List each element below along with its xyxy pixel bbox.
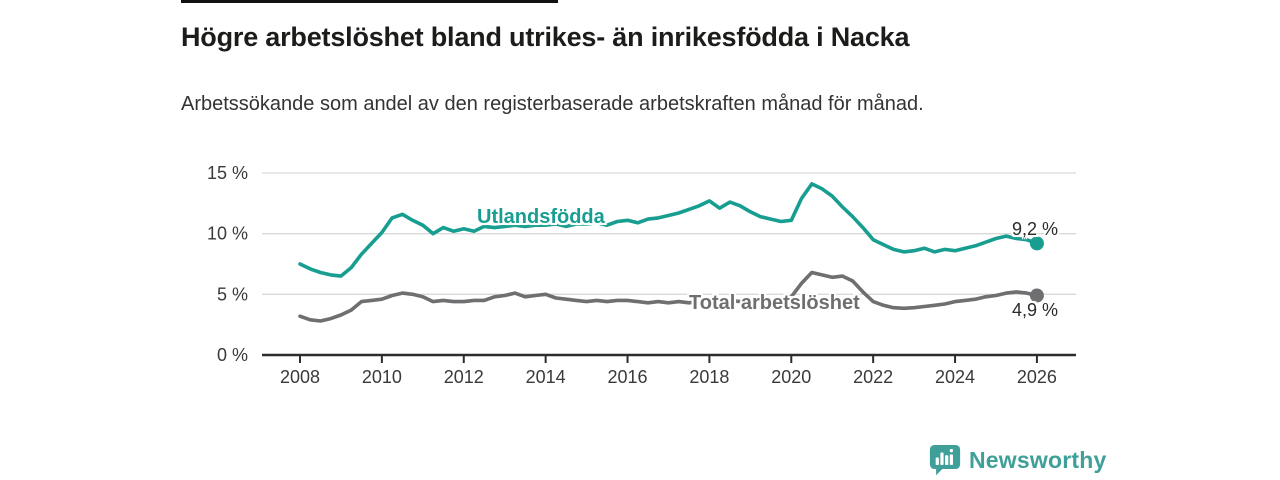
- x-tick-label: 2012: [444, 367, 484, 387]
- value-label-utlandsfodda: 9,2 %: [1012, 219, 1059, 239]
- x-tick-label: 2026: [1017, 367, 1057, 387]
- series-line: [298, 182, 1039, 278]
- newsworthy-wordmark[interactable]: Newsworthy: [969, 447, 1107, 473]
- x-tick-label: 2008: [280, 367, 320, 387]
- x-tick-label: 2022: [853, 367, 893, 387]
- x-tick-label: 2016: [607, 367, 647, 387]
- x-tick-label: 2024: [935, 367, 975, 387]
- series-label-total-arbetsloshet: Total arbetslöshet: [689, 292, 860, 314]
- series-line: [298, 270, 1039, 323]
- series-end-dot: [1029, 236, 1044, 251]
- y-tick-label: 15 %: [207, 163, 248, 183]
- bar-chart-bubble-icon: [929, 445, 961, 476]
- x-tick-label: 2010: [362, 367, 402, 387]
- value-label-total-arbetsloshet: 4,9 %: [1012, 300, 1059, 320]
- y-tick-label: 0 %: [217, 345, 248, 365]
- x-tick-label: 2020: [771, 367, 811, 387]
- crop-artifact: [181, 0, 558, 3]
- page-title: Högre arbetslöshet bland utrikes- än inr…: [181, 22, 910, 53]
- y-tick-label: 5 %: [217, 284, 248, 304]
- series-label-utlandsfodda: Utlandsfödda: [477, 206, 605, 228]
- series-end-dot: [1029, 288, 1044, 303]
- y-tick-label: 10 %: [207, 224, 248, 244]
- chart-subtitle: Arbetssökande som andel av den registerb…: [181, 93, 924, 115]
- x-tick-label: 2018: [689, 367, 729, 387]
- x-tick-label: 2014: [526, 367, 566, 387]
- newsworthy-logo[interactable]: Newsworthy: [929, 444, 1106, 478]
